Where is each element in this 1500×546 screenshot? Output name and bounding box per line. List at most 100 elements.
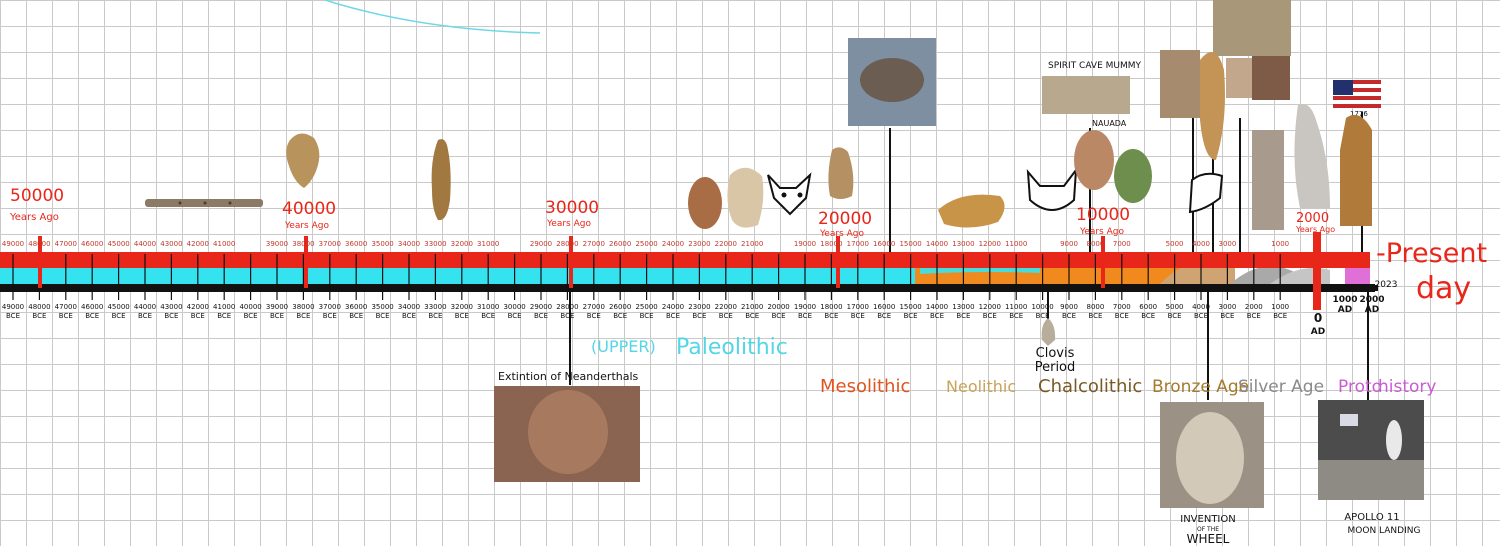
period-proto: Proto — [1338, 377, 1382, 397]
stray-doodle — [324, 0, 541, 34]
bottom-tick-label: 48000 — [28, 303, 50, 311]
bce-label: BCE — [1036, 312, 1050, 320]
bce-label: BCE — [1247, 312, 1261, 320]
tick-marks — [12, 254, 1281, 300]
venus-figurine-image — [286, 133, 320, 188]
bce-label: BCE — [270, 312, 284, 320]
horse-sketch-image — [1188, 172, 1224, 214]
event-flag-year: 1776 — [1350, 110, 1368, 118]
spirit-cave-mummy-photo — [1042, 76, 1130, 114]
bce-label: BCE — [930, 312, 944, 320]
bottom-tick-label: 41000 — [213, 303, 235, 311]
bottom-tick-label: 35000 — [371, 303, 393, 311]
bce-label: BCE — [191, 312, 205, 320]
clay-figurine-image — [828, 147, 854, 199]
present-line1: -Present — [1376, 238, 1487, 269]
ad-2000-sub: AD — [1365, 305, 1379, 315]
top-tick-label: 34000 — [398, 240, 420, 248]
bottom-tick-label: 20000 — [767, 303, 789, 311]
top-tick-label: 41000 — [213, 240, 235, 248]
bottom-tick-label: 9000 — [1060, 303, 1078, 311]
base-line — [0, 284, 1375, 292]
event-wheel-a: INVENTION — [1180, 514, 1235, 525]
top-tick-label: 17000 — [847, 240, 869, 248]
bottom-tick-label: 1000 — [1271, 303, 1289, 311]
brassempouy-image — [727, 167, 764, 228]
top-tick-label: 18000 — [820, 240, 842, 248]
top-tick-label: 19000 — [794, 240, 816, 248]
milestone-20000: 20000 — [818, 209, 872, 229]
event-labels: Extintion of Neanderthals Clovis Period … — [498, 61, 1420, 546]
event-clovis-a: Clovis — [1036, 346, 1075, 361]
bottom-tick-label: 25000 — [635, 303, 657, 311]
bce-label: BCE — [481, 312, 495, 320]
bce-label: BCE — [323, 312, 337, 320]
top-tick-label: 36000 — [345, 240, 367, 248]
period-labels: (UPPER) Paleolithic Mesolithic Neolithic… — [591, 335, 1436, 397]
bottom-tick-label: 22000 — [715, 303, 737, 311]
top-tick-label: 31000 — [477, 240, 499, 248]
bottom-tick-label: 28000 — [556, 303, 578, 311]
bottom-tick-label: 8000 — [1086, 303, 1104, 311]
top-tick-label: 5000 — [1166, 240, 1184, 248]
ad-zero-sub: AD — [1311, 327, 1325, 337]
bottom-tick-label: 44000 — [134, 303, 156, 311]
milestone-10000-sub: Years Ago — [1079, 227, 1124, 237]
top-tick-label: 42000 — [187, 240, 209, 248]
ad-labels: 0 AD 1000 AD 2000 AD 2023 — [1311, 280, 1398, 337]
bottom-tick-label: 6000 — [1139, 303, 1157, 311]
top-tick-label: 23000 — [688, 240, 710, 248]
top-tick-label: 48000 — [28, 240, 50, 248]
bottom-tick-label: 34000 — [398, 303, 420, 311]
top-tick-label: 12000 — [979, 240, 1001, 248]
bce-label: BCE — [112, 312, 126, 320]
event-clovis-b: Period — [1035, 360, 1076, 375]
present-day-label: -Present day — [1376, 238, 1487, 306]
bce-label: BCE — [164, 312, 178, 320]
red-stripe — [0, 252, 1370, 268]
top-tick-label: 33000 — [424, 240, 446, 248]
bottom-tick-label: 43000 — [160, 303, 182, 311]
bottom-tick-label: 11000 — [1005, 303, 1027, 311]
bottom-tick-label: 33000 — [424, 303, 446, 311]
figurine-photo-small — [1226, 58, 1252, 98]
sumerian-statue-image — [1252, 130, 1284, 230]
bce-label: BCE — [1194, 312, 1208, 320]
bce-label: BCE — [851, 312, 865, 320]
top-tick-label: 29000 — [530, 240, 552, 248]
milestone-20000-sub: Years Ago — [819, 229, 864, 239]
clovis-point-image — [1041, 318, 1056, 346]
bottom-tick-label: 46000 — [81, 303, 103, 311]
bottom-tick-label: 49000 — [2, 303, 24, 311]
period-upper: (UPPER) — [591, 337, 656, 356]
top-tick-label: 13000 — [952, 240, 974, 248]
bottom-tick-label: 42000 — [187, 303, 209, 311]
bottom-tick-label: 47000 — [55, 303, 77, 311]
dog-sketch-image — [767, 172, 812, 216]
bce-label: BCE — [217, 312, 231, 320]
bottom-tick-label: 17000 — [847, 303, 869, 311]
bce-label: BCE — [1062, 312, 1076, 320]
timeline-band — [0, 252, 1378, 292]
wooden-statue-image — [1340, 114, 1372, 226]
event-nawada: NAUADA — [1092, 119, 1127, 128]
bce-label: BCE — [1141, 312, 1155, 320]
bce-label: BCE — [1009, 312, 1023, 320]
bottom-tick-label: 4000 — [1192, 303, 1210, 311]
top-tick-label: 16000 — [873, 240, 895, 248]
us-flag-image — [1333, 80, 1381, 108]
milestone-10000: 10000 — [1076, 205, 1130, 225]
bce-label: BCE — [428, 312, 442, 320]
green-figurine-image — [1114, 149, 1152, 203]
bce-label: BCE — [1115, 312, 1129, 320]
greek-statue-image — [1294, 104, 1330, 208]
bce-label: BCE — [6, 312, 20, 320]
milestone-40000-sub: Years Ago — [284, 221, 329, 231]
ad-2000: 2000 — [1359, 295, 1384, 305]
event-apollo-b: MOON LANDING — [1348, 526, 1421, 536]
bottom-tick-label: 5000 — [1166, 303, 1184, 311]
bce-label: BCE — [1273, 312, 1287, 320]
bce-label: BCE — [640, 312, 654, 320]
bottom-tick-label: 16000 — [873, 303, 895, 311]
bottom-tick-label: 27000 — [583, 303, 605, 311]
